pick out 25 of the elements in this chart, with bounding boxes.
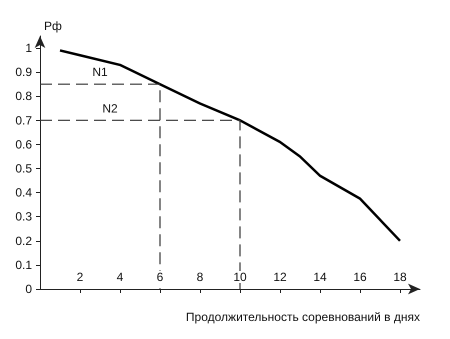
- y-tick-label: 0.4: [15, 186, 32, 200]
- y-tick-label: 0.6: [15, 137, 32, 152]
- annotation: N1: [92, 65, 108, 80]
- annotation: N2: [102, 101, 118, 116]
- y-tick-label: 0.9: [15, 65, 32, 80]
- y-tick-label: 0.7: [15, 113, 32, 128]
- x-tick-label: 2: [76, 270, 84, 284]
- x-tick-label: 18: [393, 270, 407, 284]
- line-series: [58, 49, 402, 242]
- x-tick-label: 14: [313, 270, 327, 284]
- y-axis-title: Рф: [44, 19, 62, 33]
- y-tick-label: 0.5: [15, 162, 32, 176]
- x-tick-label: 8: [196, 270, 204, 284]
- x-tick-label: 4: [116, 270, 124, 284]
- y-tick-label: 0: [25, 282, 32, 296]
- y-tick-label: 0.2: [15, 234, 32, 248]
- y-tick-label: 0.8: [15, 89, 32, 104]
- x-tick-label: 16: [353, 270, 367, 284]
- x-tick-label: 6: [156, 270, 164, 284]
- y-tick-label: 0.3: [15, 210, 32, 224]
- x-tick-label: 12: [273, 270, 287, 284]
- x-tick-label: 10: [233, 270, 247, 284]
- y-tick-label: 1: [25, 41, 32, 56]
- y-tick-label: 0.1: [15, 258, 32, 272]
- x-axis-title: Продолжительность соревнований в днях: [186, 310, 420, 324]
